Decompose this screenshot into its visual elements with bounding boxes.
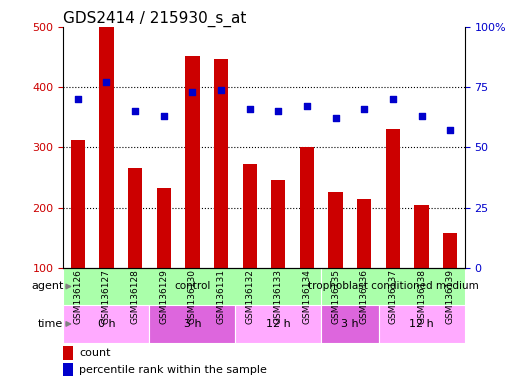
Bar bbox=[99, 27, 114, 268]
Bar bbox=[71, 140, 85, 268]
Bar bbox=[63, 363, 73, 376]
Bar bbox=[357, 199, 372, 268]
Point bbox=[217, 86, 225, 93]
Bar bbox=[63, 268, 322, 305]
Bar bbox=[63, 305, 149, 343]
Bar bbox=[185, 56, 200, 268]
Bar bbox=[214, 60, 228, 268]
Bar bbox=[300, 147, 314, 268]
Text: time: time bbox=[38, 319, 63, 329]
Bar bbox=[379, 305, 465, 343]
Bar bbox=[271, 180, 286, 268]
Bar bbox=[242, 164, 257, 268]
Text: 3 h: 3 h bbox=[341, 319, 359, 329]
Text: 12 h: 12 h bbox=[409, 319, 434, 329]
Point bbox=[159, 113, 168, 119]
Bar bbox=[386, 129, 400, 268]
Text: control: control bbox=[174, 281, 211, 291]
Text: percentile rank within the sample: percentile rank within the sample bbox=[79, 365, 267, 375]
Bar bbox=[63, 346, 73, 359]
Point bbox=[332, 115, 340, 121]
Text: agent: agent bbox=[31, 281, 63, 291]
Text: GDS2414 / 215930_s_at: GDS2414 / 215930_s_at bbox=[63, 11, 247, 27]
Bar bbox=[235, 305, 322, 343]
Bar bbox=[322, 305, 379, 343]
Bar bbox=[156, 188, 171, 268]
Text: 0 h: 0 h bbox=[98, 319, 115, 329]
Point bbox=[274, 108, 282, 114]
Bar bbox=[149, 305, 235, 343]
Text: 12 h: 12 h bbox=[266, 319, 291, 329]
Point bbox=[360, 106, 369, 112]
Point bbox=[188, 89, 196, 95]
Point bbox=[102, 79, 110, 85]
Bar bbox=[328, 192, 343, 268]
Point bbox=[446, 127, 455, 134]
Text: 3 h: 3 h bbox=[184, 319, 201, 329]
Point bbox=[303, 103, 311, 109]
Bar bbox=[414, 205, 429, 268]
Point bbox=[389, 96, 397, 102]
Bar bbox=[443, 233, 457, 268]
Text: count: count bbox=[79, 348, 111, 358]
Text: trophoblast conditioned medium: trophoblast conditioned medium bbox=[308, 281, 478, 291]
Point bbox=[73, 96, 82, 102]
Point bbox=[131, 108, 139, 114]
Bar bbox=[128, 169, 142, 268]
Point bbox=[418, 113, 426, 119]
Bar bbox=[322, 268, 465, 305]
Point bbox=[246, 106, 254, 112]
